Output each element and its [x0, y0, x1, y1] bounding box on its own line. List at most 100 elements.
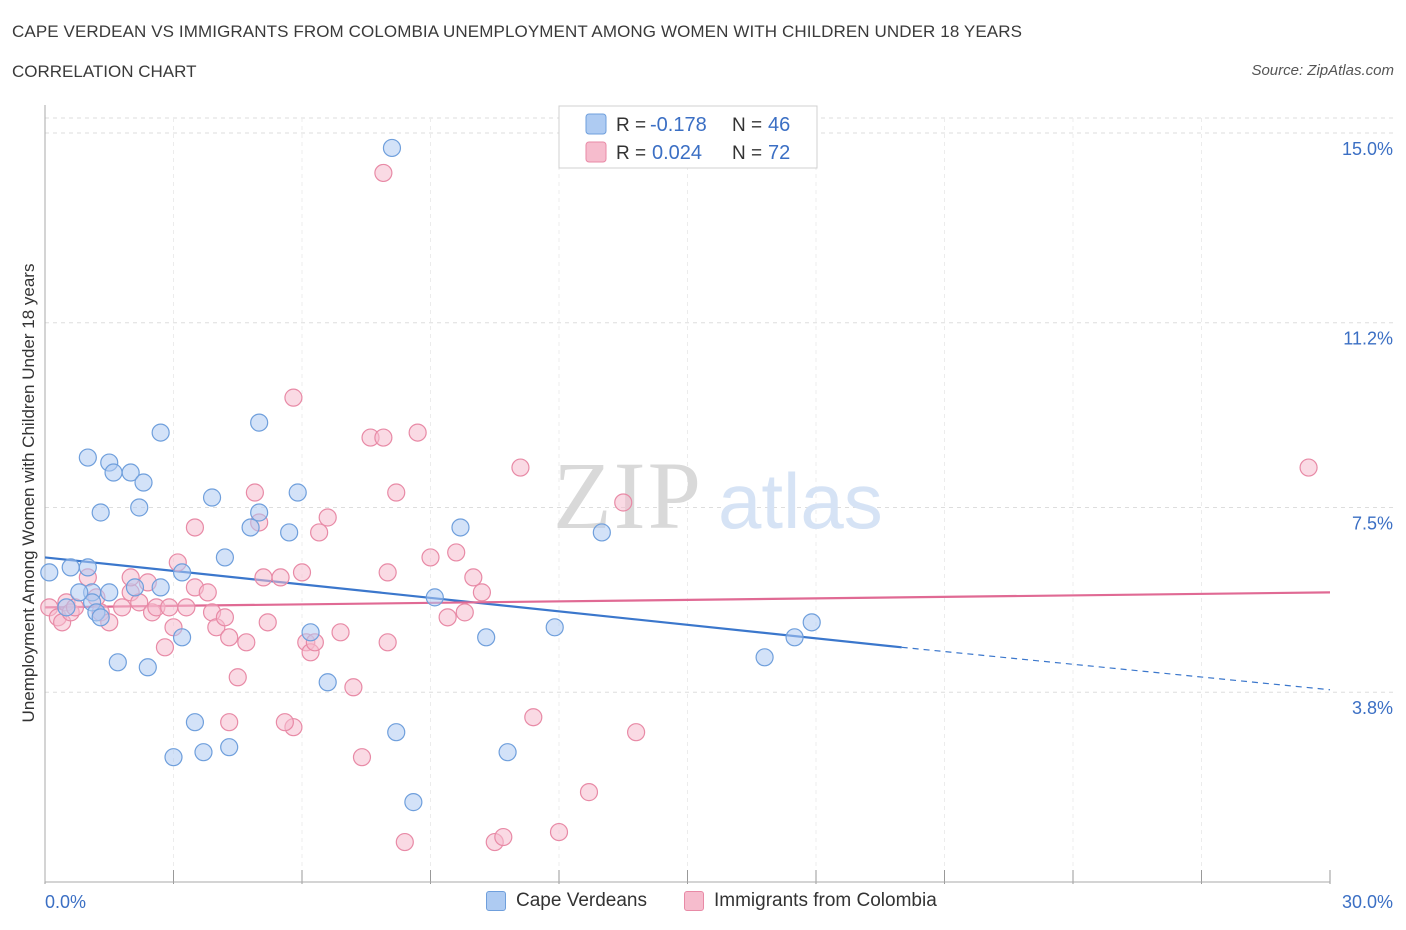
- point-cape-verdean: [138, 658, 157, 677]
- point-cape-verdean: [61, 558, 80, 577]
- point-cape-verdean: [382, 138, 402, 158]
- point-cape-verdean: [121, 463, 140, 482]
- point-cape-verdean: [250, 413, 269, 432]
- point-cape-verdean: [477, 628, 496, 647]
- point-colombia: [254, 568, 273, 587]
- legend-item-cape-verdeans: Cape Verdeans: [486, 890, 647, 912]
- legend-swatch-blue: [585, 113, 607, 135]
- point-colombia: [318, 508, 337, 527]
- point-colombia: [378, 563, 397, 582]
- point-cape-verdean: [194, 743, 213, 762]
- legend-n-value-1: 46: [768, 114, 790, 136]
- point-cape-verdean: [301, 623, 320, 642]
- legend-n-label-2: N =: [732, 143, 762, 164]
- legend-label-cape-verdeans: Cape Verdeans: [516, 890, 647, 911]
- legend-r-label-1: R =: [616, 115, 646, 136]
- legend-item-colombia: Immigrants from Colombia: [684, 890, 937, 912]
- point-colombia: [331, 623, 350, 642]
- legend-swatch-cape-verdeans: [486, 891, 506, 911]
- legend-r-value-1: -0.178: [650, 114, 707, 136]
- point-cape-verdean: [164, 748, 183, 767]
- point-colombia: [1299, 458, 1318, 477]
- point-colombia: [292, 563, 312, 582]
- point-colombia: [378, 633, 397, 652]
- point-cape-verdean: [185, 713, 205, 732]
- point-cape-verdean: [91, 503, 110, 522]
- point-cape-verdean: [404, 793, 423, 812]
- point-cape-verdean: [220, 738, 239, 757]
- point-colombia: [579, 783, 599, 802]
- point-cape-verdean: [545, 618, 564, 637]
- point-cape-verdean: [498, 743, 517, 762]
- point-colombia: [215, 608, 234, 627]
- point-colombia: [177, 598, 196, 617]
- point-colombia: [271, 568, 290, 587]
- source-credit: Source: ZipAtlas.com: [1251, 62, 1394, 79]
- point-cape-verdean: [104, 463, 123, 482]
- point-colombia: [614, 493, 633, 512]
- point-cape-verdean: [318, 673, 337, 692]
- point-colombia: [374, 428, 393, 447]
- point-cape-verdean: [755, 648, 774, 667]
- point-cape-verdean: [40, 563, 59, 582]
- point-cape-verdean: [425, 588, 444, 607]
- point-cape-verdean: [125, 578, 145, 597]
- point-colombia: [155, 638, 175, 657]
- point-colombia: [352, 748, 372, 767]
- point-colombia: [310, 523, 329, 542]
- legend-r-value-2: 0.024: [652, 142, 702, 164]
- point-cape-verdean: [202, 488, 222, 507]
- point-colombia: [438, 608, 457, 627]
- y-tick-labels: 15.0% 11.2% 7.5% 3.8%: [1342, 139, 1393, 718]
- legend-r-label-2: R =: [616, 143, 646, 164]
- y-tick-label: 7.5%: [1352, 513, 1393, 533]
- point-cape-verdean: [241, 518, 260, 537]
- point-cape-verdean: [78, 448, 97, 467]
- trend-line-colombia: [44, 591, 1331, 609]
- point-cape-verdean: [70, 583, 89, 602]
- point-cape-verdean: [151, 423, 170, 442]
- x-tick-label-max: 30.0%: [1342, 892, 1393, 912]
- legend-top: R = -0.178 N = 46 R = 0.024 N = 72: [558, 105, 818, 169]
- point-colombia: [395, 832, 414, 852]
- point-colombia: [185, 518, 205, 537]
- data-points: [40, 138, 1318, 852]
- point-cape-verdean: [785, 628, 804, 647]
- point-cape-verdean: [288, 483, 307, 502]
- point-cape-verdean: [108, 653, 127, 672]
- y-tick-label: 15.0%: [1342, 139, 1393, 159]
- point-cape-verdean: [57, 598, 76, 617]
- point-colombia: [258, 613, 277, 632]
- point-colombia: [511, 458, 530, 477]
- point-colombia: [387, 483, 406, 502]
- point-cape-verdean: [134, 473, 153, 492]
- point-cape-verdean: [215, 548, 234, 567]
- point-colombia: [464, 568, 483, 587]
- y-axis-label: Unemployment Among Women with Children U…: [19, 264, 38, 723]
- legend-swatch-pink: [585, 141, 607, 163]
- y-tick-label: 3.8%: [1352, 698, 1393, 718]
- point-colombia: [228, 668, 247, 687]
- chart-title: CAPE VERDEAN VS IMMIGRANTS FROM COLOMBIA…: [12, 22, 1023, 41]
- point-colombia: [524, 708, 543, 727]
- x-tick-label-min: 0.0%: [45, 892, 86, 912]
- point-colombia: [220, 713, 239, 732]
- point-cape-verdean: [78, 558, 97, 577]
- point-colombia: [494, 827, 513, 847]
- legend-label-colombia: Immigrants from Colombia: [714, 890, 937, 911]
- point-colombia: [447, 543, 466, 562]
- point-cape-verdean: [172, 563, 192, 582]
- point-colombia: [237, 633, 256, 652]
- point-cape-verdean: [280, 523, 299, 542]
- point-colombia: [374, 163, 393, 183]
- point-cape-verdean: [451, 518, 470, 537]
- point-colombia: [112, 598, 132, 617]
- point-cape-verdean: [151, 578, 170, 597]
- x-tick-labels: 0.0% 30.0%: [45, 892, 1393, 912]
- point-cape-verdean: [100, 583, 119, 602]
- point-colombia: [626, 723, 646, 742]
- point-colombia: [344, 678, 363, 697]
- point-cape-verdean: [130, 498, 149, 517]
- point-cape-verdean: [172, 628, 192, 647]
- legend-bottom: Cape Verdeans Immigrants from Colombia: [0, 890, 1406, 916]
